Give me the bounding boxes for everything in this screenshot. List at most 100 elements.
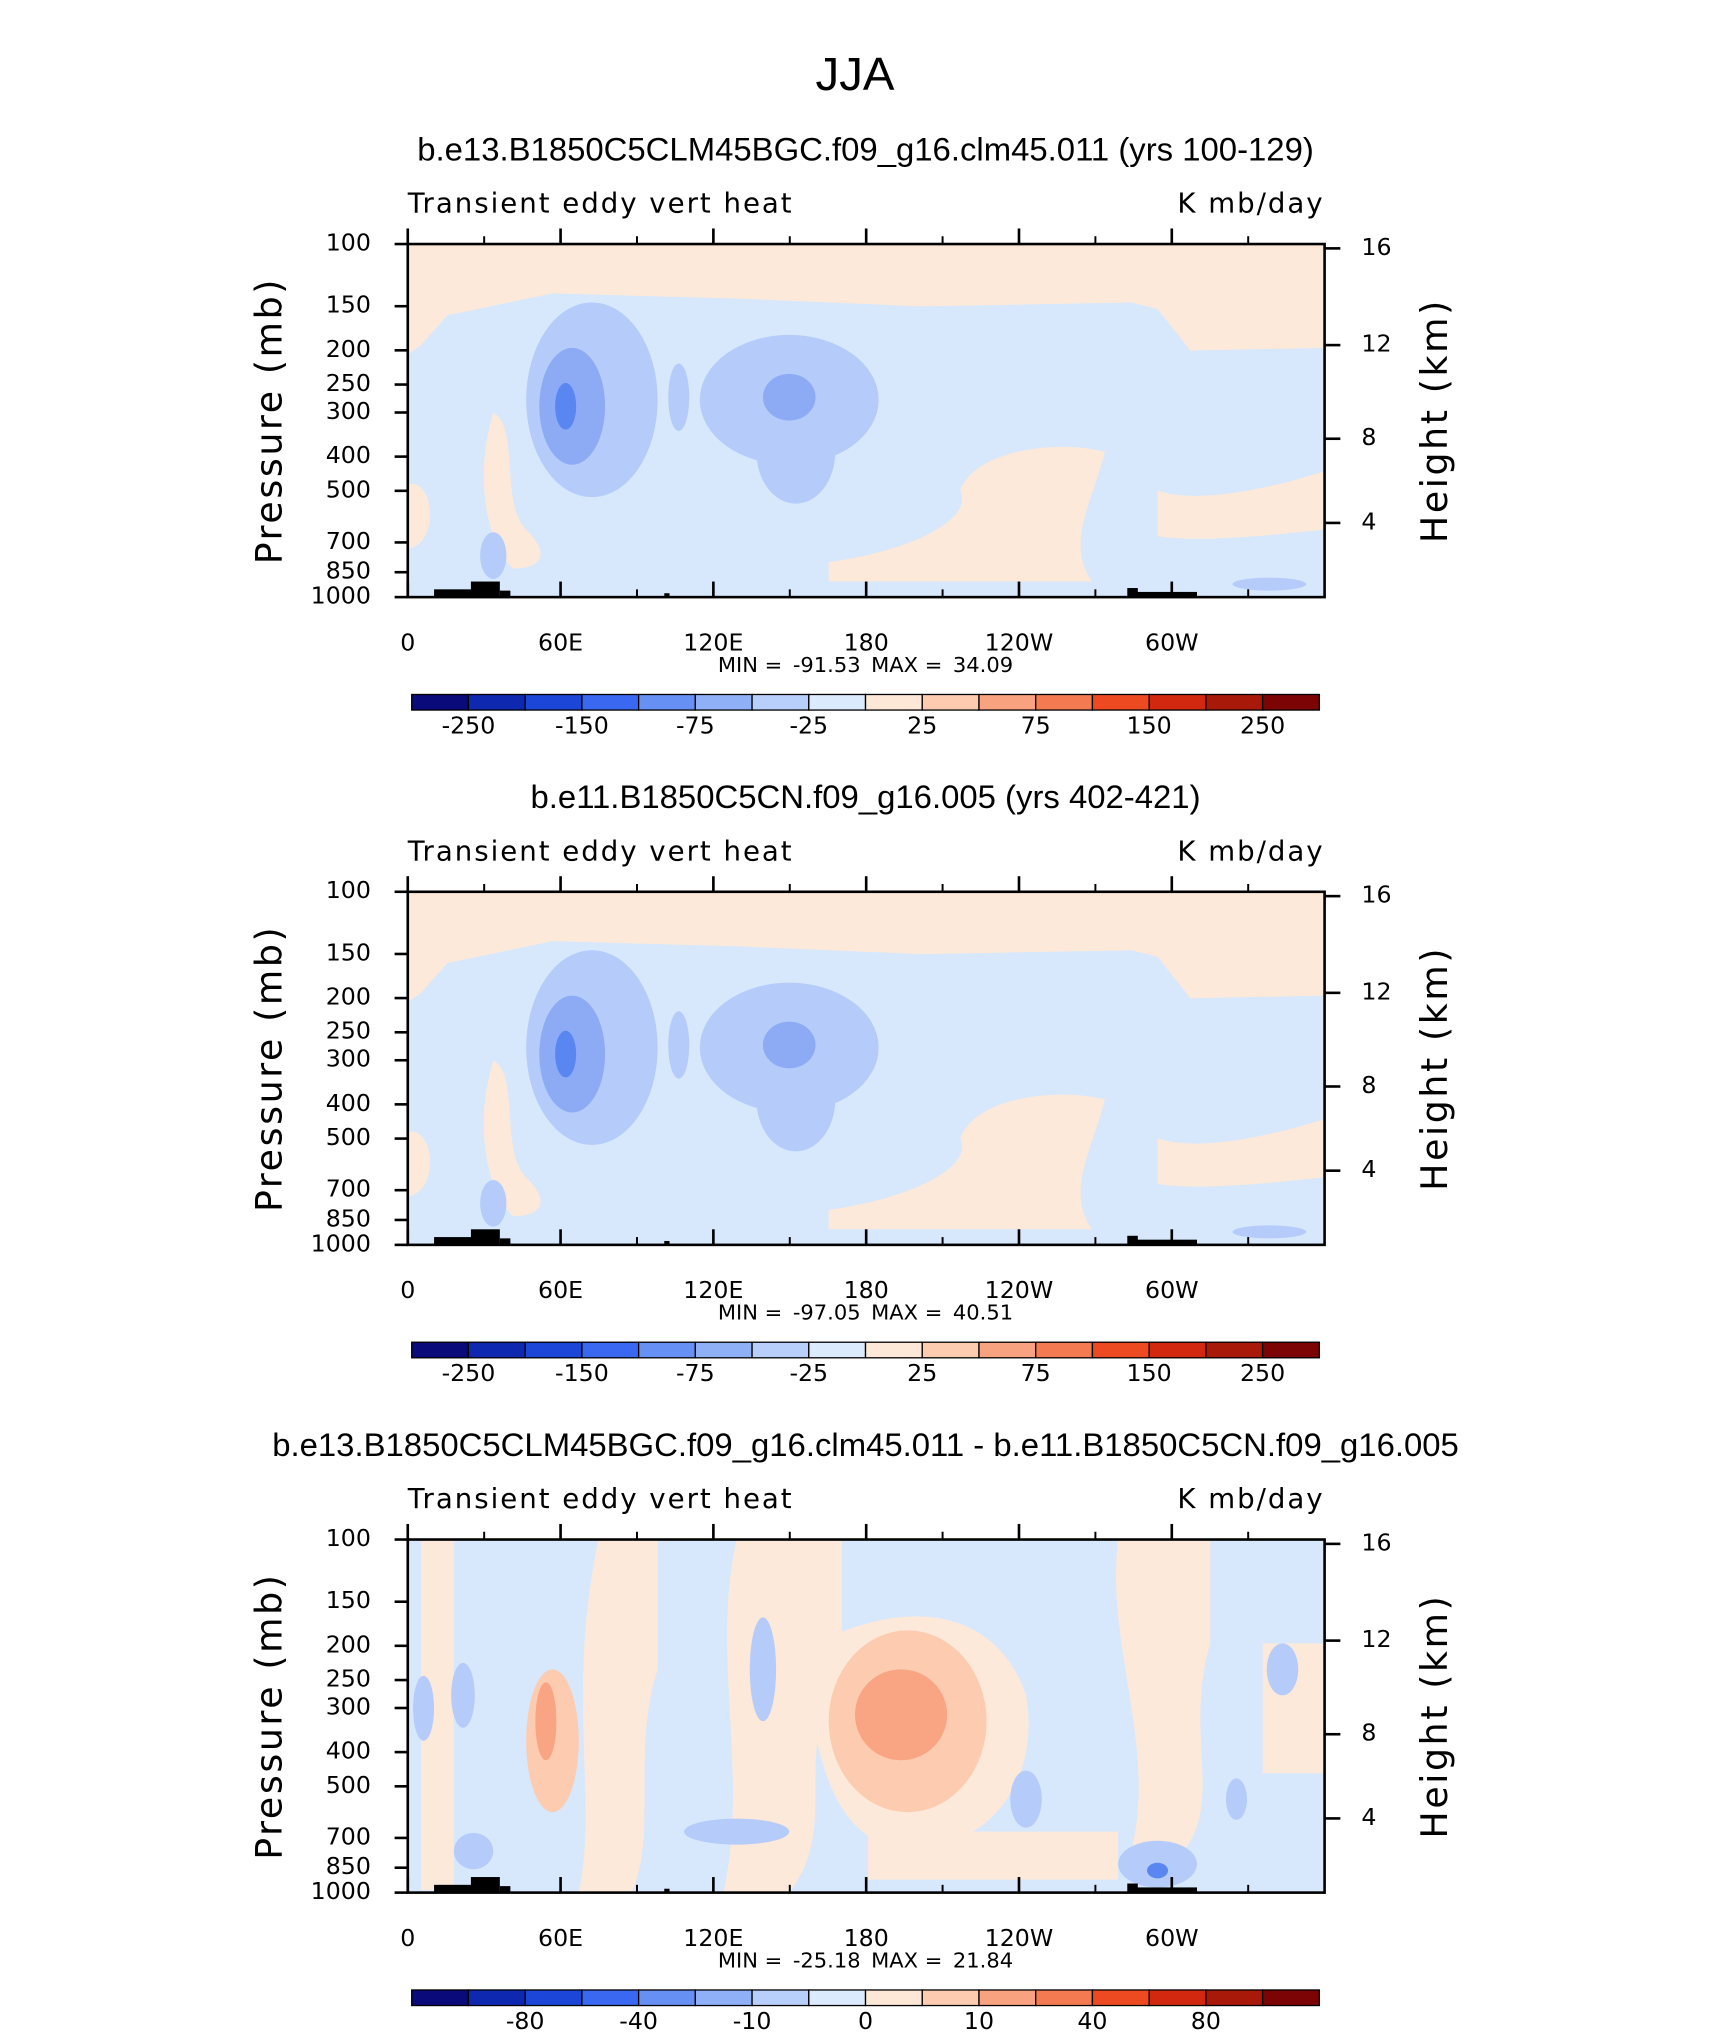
colorbar-box bbox=[1261, 693, 1320, 711]
topography bbox=[434, 1237, 474, 1245]
contour-region bbox=[480, 1179, 507, 1227]
y2-axis-title: Height (km) bbox=[1413, 1594, 1456, 1839]
y-tick-label: 1000 bbox=[311, 1229, 371, 1257]
colorbar-box bbox=[694, 1989, 753, 2007]
y-tick-label: 400 bbox=[326, 441, 371, 469]
min-max-max-label: MAX = bbox=[871, 653, 942, 677]
contour-region bbox=[868, 1831, 1119, 1880]
y2-tick-label: 8 bbox=[1361, 423, 1376, 451]
x-tick-label: 60W bbox=[1145, 628, 1199, 656]
right-label: K mb/day bbox=[1177, 836, 1324, 867]
x-tick-label: 120E bbox=[683, 1924, 743, 1952]
colorbar-box bbox=[751, 1989, 810, 2007]
colorbar-box bbox=[1261, 1989, 1320, 2007]
colorbar-box bbox=[978, 1341, 1037, 1359]
topography bbox=[434, 589, 474, 598]
contour-region bbox=[668, 363, 690, 431]
colorbar-box bbox=[467, 1989, 526, 2007]
topography bbox=[664, 1240, 670, 1245]
contour-region bbox=[723, 1539, 842, 1893]
x-tick-label: 180 bbox=[844, 1924, 889, 1952]
y-tick-label: 500 bbox=[326, 1771, 371, 1799]
colorbar-box bbox=[524, 1341, 583, 1359]
min-max-max-label: MAX = bbox=[871, 1948, 942, 1972]
colorbar-box bbox=[978, 1989, 1037, 2007]
min-max-max-label: MAX = bbox=[871, 1301, 942, 1325]
colorbar-label: 25 bbox=[907, 1359, 937, 1387]
y-tick-label: 300 bbox=[326, 1693, 371, 1721]
y2-tick-label: 16 bbox=[1361, 881, 1391, 909]
topography bbox=[434, 1884, 474, 1893]
colorbar-box bbox=[1091, 1341, 1150, 1359]
topography bbox=[1127, 588, 1138, 598]
y2-axis-title: Height (km) bbox=[1413, 298, 1456, 543]
contour-region bbox=[420, 1539, 454, 1891]
min-max: MIN = -25.18 MAX = 21.84 bbox=[718, 1948, 1013, 1972]
y-tick-label: 250 bbox=[326, 1665, 371, 1693]
x-tick-label: 120W bbox=[985, 628, 1054, 656]
x-tick-label: 120W bbox=[985, 1924, 1054, 1952]
colorbar-label: -10 bbox=[733, 2007, 772, 2035]
y-axis-title: Pressure (mb) bbox=[247, 1572, 290, 1859]
topography bbox=[1127, 1883, 1138, 1893]
y-tick-label: 150 bbox=[326, 291, 371, 319]
colorbar-box bbox=[1261, 1341, 1320, 1359]
min-max-max: 34.09 bbox=[953, 653, 1013, 677]
contour-region bbox=[1115, 1539, 1211, 1852]
contour-region bbox=[407, 244, 1325, 355]
y-tick-label: 100 bbox=[326, 876, 371, 904]
y-tick-label: 1000 bbox=[311, 582, 371, 610]
topography bbox=[499, 1886, 511, 1893]
y-tick-label: 100 bbox=[326, 229, 371, 257]
colorbar-box bbox=[524, 693, 583, 711]
colorbar-box bbox=[751, 1341, 810, 1359]
y-tick-label: 700 bbox=[326, 1823, 371, 1851]
x-tick-label: 0 bbox=[400, 1924, 415, 1952]
contour-region bbox=[749, 1617, 777, 1722]
y2-tick-label: 16 bbox=[1361, 1528, 1391, 1556]
contour-region bbox=[828, 1094, 1105, 1230]
colorbar-label: 150 bbox=[1127, 712, 1172, 740]
panel-title: b.e13.B1850C5CLM45BGC.f09_g16.clm45.011 … bbox=[417, 131, 1314, 168]
right-label: K mb/day bbox=[1177, 1484, 1324, 1515]
y2-tick-label: 4 bbox=[1361, 508, 1376, 536]
y-tick-label: 100 bbox=[326, 1524, 371, 1552]
x-tick-label: 120W bbox=[985, 1276, 1054, 1304]
min-max-min: -25.18 bbox=[793, 1948, 861, 1972]
y-axis-title: Pressure (mb) bbox=[247, 925, 290, 1212]
contour-region bbox=[1266, 1643, 1299, 1696]
colorbar-label: -75 bbox=[676, 712, 715, 740]
colorbar-box bbox=[808, 693, 867, 711]
colorbar-box bbox=[864, 1341, 923, 1359]
y2-tick-label: 12 bbox=[1361, 1625, 1391, 1653]
y2-tick-label: 12 bbox=[1361, 977, 1391, 1005]
y-tick-label: 700 bbox=[326, 1175, 371, 1203]
colorbar-box bbox=[1148, 693, 1207, 711]
colorbar-box bbox=[411, 1989, 470, 2007]
x-tick-label: 180 bbox=[844, 1276, 889, 1304]
colorbar-box bbox=[637, 1341, 697, 1359]
topography bbox=[499, 1238, 511, 1245]
colorbar-box bbox=[581, 1989, 640, 2007]
topography bbox=[1127, 1235, 1138, 1245]
panel-title: b.e13.B1850C5CLM45BGC.f09_g16.clm45.011 … bbox=[272, 1426, 1459, 1463]
contour-region bbox=[1232, 577, 1307, 591]
colorbar-label: -80 bbox=[506, 2007, 545, 2035]
colorbar-box bbox=[1148, 1341, 1207, 1359]
y-tick-label: 150 bbox=[326, 1586, 371, 1614]
y-tick-label: 300 bbox=[326, 397, 371, 425]
min-max-min: -97.05 bbox=[793, 1301, 861, 1325]
contour-region bbox=[1157, 471, 1325, 539]
colorbar-label: -250 bbox=[442, 1359, 496, 1387]
colorbar-box bbox=[1148, 1989, 1207, 2007]
y-tick-label: 200 bbox=[326, 335, 371, 363]
contour-region bbox=[756, 1047, 836, 1152]
contour-region bbox=[480, 532, 507, 579]
colorbar-label: 250 bbox=[1240, 1359, 1285, 1387]
contour-region bbox=[407, 1131, 431, 1197]
x-tick-label: 60W bbox=[1145, 1924, 1199, 1952]
y2-tick-label: 12 bbox=[1361, 330, 1391, 358]
x-tick-label: 180 bbox=[844, 628, 889, 656]
colorbar-box bbox=[1205, 1341, 1264, 1359]
